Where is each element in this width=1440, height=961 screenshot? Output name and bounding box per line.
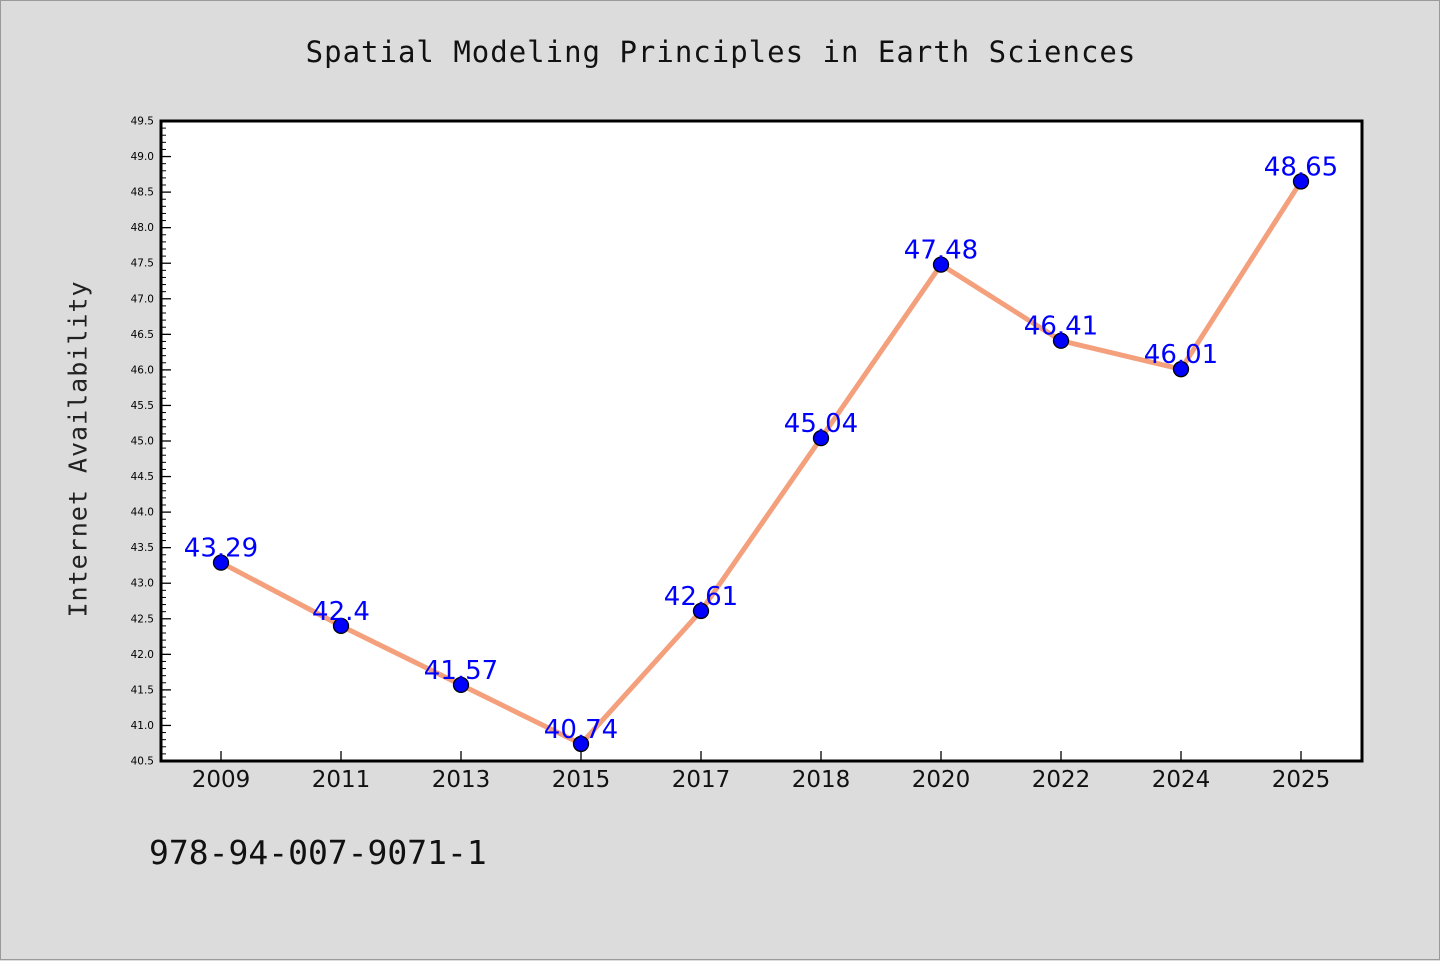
y-tick-label: 46.5 [131,329,154,341]
x-tick-label: 2022 [1032,767,1091,793]
x-tick-label: 2025 [1272,767,1331,793]
data-label: 48.65 [1264,152,1338,182]
x-tick-label: 2013 [432,767,491,793]
data-point [692,602,710,620]
plot-area [161,121,1362,761]
data-point [1052,332,1070,349]
y-tick-label: 42.5 [131,613,154,625]
y-tick-label: 43.0 [131,578,154,590]
data-point [332,617,350,635]
y-tick-label: 44.5 [131,471,154,483]
data-point [1292,173,1310,190]
data-point [212,554,230,571]
x-tick-label: 2011 [312,767,371,793]
data-label: 42.4 [312,597,370,627]
x-tick-label: 2018 [792,767,851,793]
y-tick-label: 48.5 [131,187,154,199]
series-line [218,178,1304,747]
x-tick-label: 2017 [672,767,731,793]
x-tick-label: 2024 [1152,767,1211,793]
data-point [1172,361,1190,378]
isbn-text: 978-94-007-9071-1 [149,833,487,872]
y-tick-label: 44.0 [131,507,154,519]
y-tick-label: 48.0 [131,222,154,234]
data-label: 46.41 [1024,312,1098,342]
y-tick-label: 45.5 [131,400,154,412]
y-tick-label: 41.5 [131,684,154,696]
data-label: 45.04 [784,409,858,439]
data-label: 47.48 [904,236,978,266]
data-label: 43.29 [184,534,258,564]
chart-title: Spatial Modeling Principles in Earth Sci… [305,35,1137,69]
data-point [812,430,830,447]
x-tick-label: 2015 [552,767,611,793]
y-tick-label: 47.0 [131,293,154,305]
data-label: 41.57 [424,656,498,686]
data-label: 40.74 [544,715,618,745]
y-tick-label: 49.5 [131,116,154,128]
data-point [452,676,470,694]
y-tick-label: 43.5 [131,542,154,554]
data-point [932,256,950,273]
y-tick-label: 41.0 [131,720,154,732]
data-label: 46.01 [1144,340,1218,370]
plot-frame [159,119,1364,763]
y-tick-label: 42.0 [131,649,154,661]
x-tick-label: 2009 [192,767,251,793]
y-tick-label: 49.0 [131,151,154,163]
data-label: 42.61 [664,582,738,612]
y-tick-label: 47.5 [131,258,154,270]
x-tick-label: 2020 [912,767,971,793]
y-tick-label: 46.0 [131,364,154,376]
y-tick-label: 40.5 [131,756,154,768]
data-point [572,735,590,753]
y-tick-label: 45.0 [131,436,154,448]
